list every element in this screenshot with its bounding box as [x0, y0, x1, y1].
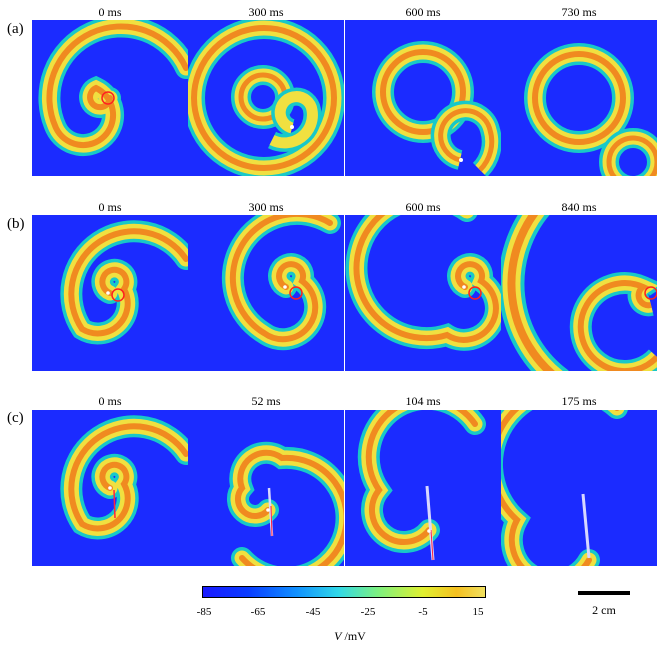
time-label-c2: 52 ms [251, 394, 281, 408]
time-label-b1: 0 ms [98, 200, 122, 214]
time-label-a3: 600 ms [405, 5, 441, 19]
panel-b4 [501, 215, 657, 371]
time-label-c3: 104 ms [405, 394, 441, 408]
panel-b3 [345, 215, 501, 371]
colorbar-tick-5: -5 [418, 606, 428, 618]
scale-bar-label: 2 cm [592, 603, 616, 617]
unit-variable: V [334, 629, 342, 643]
unit-text: /mV [341, 629, 366, 643]
colorbar-tick-4: -25 [360, 606, 376, 618]
time-label-a4: 730 ms [561, 5, 597, 19]
row-label-a: (a) [7, 21, 24, 37]
row-label-c: (c) [7, 410, 24, 426]
panel-c1 [32, 410, 188, 566]
panel-a3 [345, 20, 501, 176]
panel-b2 [188, 215, 344, 371]
time-label-b4: 840 ms [561, 200, 597, 214]
time-label-c4: 175 ms [561, 394, 597, 408]
colorbar-tick-2: -65 [250, 606, 266, 618]
colorbar-unit-label: V /mV [300, 629, 400, 644]
colorbar-tick-1: -85 [196, 606, 212, 618]
time-label-a1: 0 ms [98, 5, 122, 19]
colorbar-tick-6: 15 [472, 606, 484, 618]
panel-c4 [501, 410, 657, 566]
time-label-c1: 0 ms [98, 394, 122, 408]
panel-b1 [32, 215, 188, 371]
panel-a4 [501, 20, 657, 176]
scale-bar [578, 591, 630, 595]
panel-a1 [32, 20, 188, 176]
row-label-b: (b) [7, 216, 25, 232]
colorbar-tick-3: -45 [305, 606, 321, 618]
time-label-a2: 300 ms [248, 5, 284, 19]
panel-c3 [345, 410, 501, 566]
time-label-b3: 600 ms [405, 200, 441, 214]
panel-a2 [188, 20, 344, 176]
panel-c2 [188, 410, 344, 566]
time-label-b2: 300 ms [248, 200, 284, 214]
colorbar [202, 586, 486, 598]
